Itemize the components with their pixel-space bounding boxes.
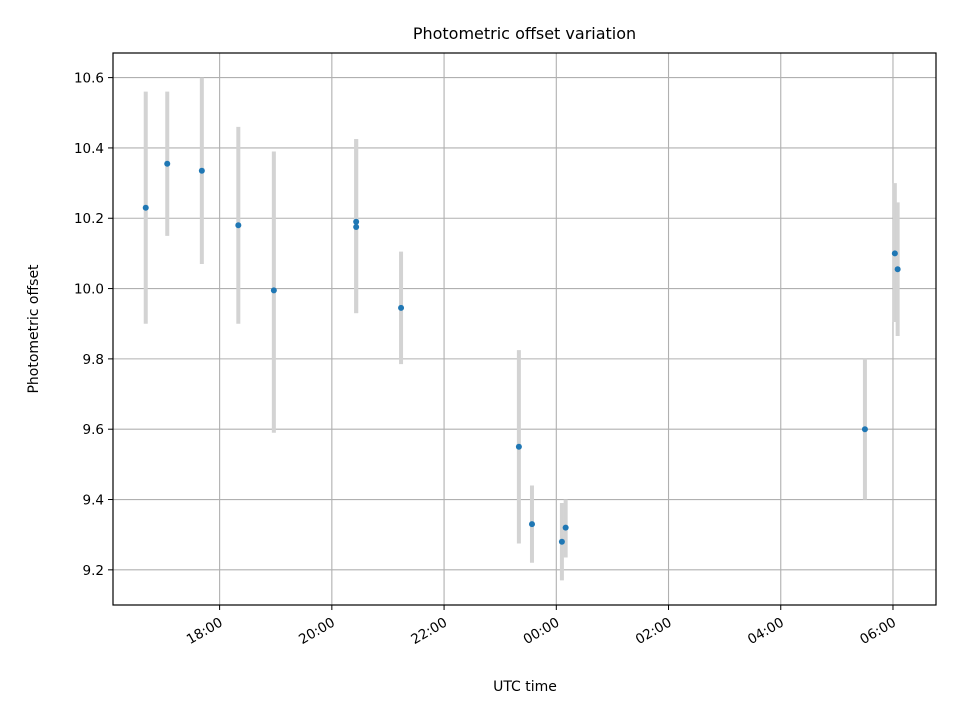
x-axis: 18:00 20:00 22:00 00:00 02:00 04:00 06:00 bbox=[184, 605, 899, 648]
x-tick-label: 04:00 bbox=[745, 615, 787, 648]
y-tick-label: 10.2 bbox=[74, 211, 104, 227]
x-tick-label: 02:00 bbox=[633, 615, 675, 648]
data-point bbox=[891, 250, 898, 257]
x-tick-label: 22:00 bbox=[408, 615, 450, 648]
data-point bbox=[142, 204, 149, 211]
chart-title: Photometric offset variation bbox=[413, 24, 636, 43]
data-point bbox=[562, 524, 569, 531]
y-axis: 9.2 9.4 9.6 9.8 10.0 10.2 10.4 10.6 bbox=[74, 71, 113, 579]
y-tick-label: 9.2 bbox=[83, 563, 104, 579]
data-point bbox=[270, 287, 277, 294]
data-point bbox=[515, 443, 522, 450]
data-point bbox=[164, 160, 171, 167]
data-points bbox=[142, 160, 901, 545]
y-tick-label: 10.0 bbox=[74, 282, 104, 298]
grid bbox=[113, 53, 936, 605]
y-axis-label: Photometric offset bbox=[26, 264, 42, 394]
x-tick-label: 00:00 bbox=[521, 615, 563, 648]
data-point bbox=[198, 167, 205, 174]
data-point bbox=[558, 538, 565, 545]
data-point bbox=[861, 426, 868, 433]
data-point bbox=[894, 266, 901, 273]
error-bars bbox=[143, 77, 900, 581]
y-tick-label: 9.8 bbox=[83, 352, 104, 368]
data-point bbox=[235, 222, 242, 229]
x-tick-label: 06:00 bbox=[857, 615, 899, 648]
y-tick-label: 9.4 bbox=[83, 493, 104, 509]
plot-frame bbox=[112, 52, 937, 606]
data-point bbox=[398, 304, 405, 311]
data-point bbox=[353, 224, 360, 231]
x-axis-label: UTC time bbox=[493, 679, 557, 695]
y-tick-label: 10.4 bbox=[74, 141, 104, 157]
y-tick-label: 10.6 bbox=[74, 71, 104, 87]
x-tick-label: 18:00 bbox=[184, 615, 226, 648]
data-point bbox=[353, 218, 360, 225]
y-tick-label: 9.6 bbox=[83, 422, 104, 438]
x-tick-label: 20:00 bbox=[296, 615, 338, 648]
data-point bbox=[528, 521, 535, 528]
